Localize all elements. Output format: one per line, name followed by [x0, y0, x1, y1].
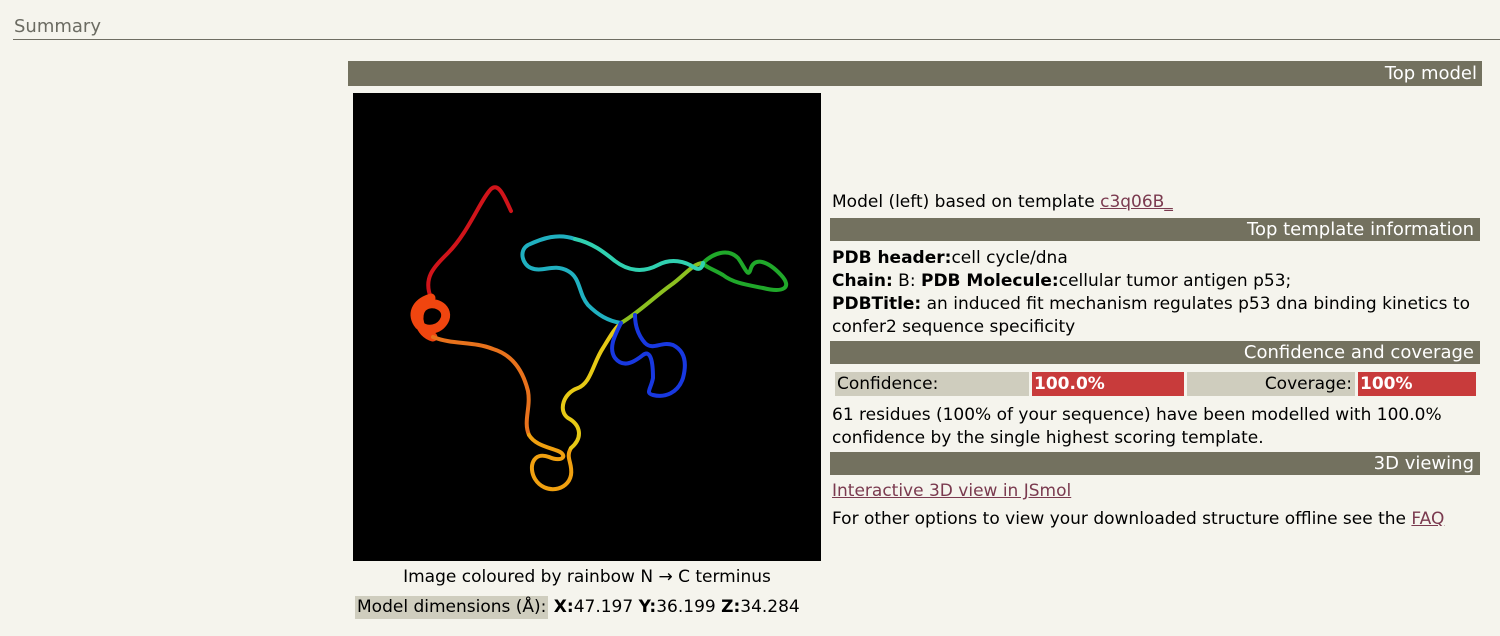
confidence-value: 100.0% [1032, 372, 1184, 396]
model-dimensions: Model dimensions (Å): X:47.197 Y:36.199 … [355, 596, 800, 619]
confidence-summary: 61 residues (100% of your sequence) have… [832, 405, 1442, 448]
confidence-label: Confidence: [835, 372, 1029, 396]
pdb-header-label: PDB header: [832, 248, 952, 268]
dim-y-label: Y: [638, 597, 657, 617]
confidence-coverage-row: Confidence: 100.0% Coverage: 100% [835, 372, 1476, 396]
model-basis-line: Model (left) based on template c3q06B_ [832, 192, 1480, 212]
dim-x-value: 47.197 [573, 597, 634, 617]
chain-value: B: [892, 271, 921, 291]
coverage-label: Coverage: [1187, 372, 1355, 396]
model-basis-text: Model (left) based on template [832, 192, 1101, 212]
dim-x-label: X: [553, 597, 574, 617]
dim-z-value: 34.284 [740, 597, 800, 617]
confidence-coverage-bar: Confidence and coverage [830, 341, 1480, 364]
pdb-molecule-value: cellular tumor antigen p53; [1058, 271, 1292, 291]
pdb-title-line: PDBTitle: an induced fit mechanism regul… [832, 293, 1480, 339]
coverage-value: 100% [1358, 372, 1476, 396]
pdb-header-value: cell cycle/dna [951, 248, 1068, 268]
section-title: Summary [14, 16, 101, 37]
template-info: PDB header:cell cycle/dna Chain: B: PDB … [832, 247, 1480, 339]
chain-label: Chain: [832, 271, 893, 291]
jsmol-link[interactable]: Interactive 3D view in JSmol [832, 481, 1072, 501]
offline-text: For other options to view your downloade… [832, 509, 1412, 529]
pdb-title-label: PDBTitle: [832, 294, 922, 314]
dim-z-label: Z: [721, 597, 741, 617]
template-info-bar: Top template information [830, 218, 1480, 241]
pdb-header-line: PDB header:cell cycle/dna [832, 247, 1480, 270]
dim-y-value: 36.199 [656, 597, 716, 617]
section-divider [13, 39, 1500, 40]
pdb-molecule-label: PDB Molecule: [920, 271, 1059, 291]
protein-ribbon-graphic [410, 185, 789, 491]
dimensions-label: Model dimensions (Å): [355, 596, 549, 619]
3d-viewing-bar: 3D viewing [830, 452, 1480, 475]
model-image [353, 93, 821, 561]
chain-line: Chain: B: PDB Molecule:cellular tumor an… [832, 270, 1480, 293]
image-caption: Image coloured by rainbow N → C terminus [403, 567, 771, 587]
template-link[interactable]: c3q06B_ [1100, 192, 1173, 212]
top-model-bar: Top model [348, 61, 1482, 86]
jsmol-line: Interactive 3D view in JSmol [832, 481, 1480, 501]
offline-viewing-line: For other options to view your downloade… [832, 509, 1480, 529]
pdb-title-value: an induced fit mechanism regulates p53 d… [832, 294, 1470, 337]
faq-link[interactable]: FAQ [1411, 509, 1445, 529]
